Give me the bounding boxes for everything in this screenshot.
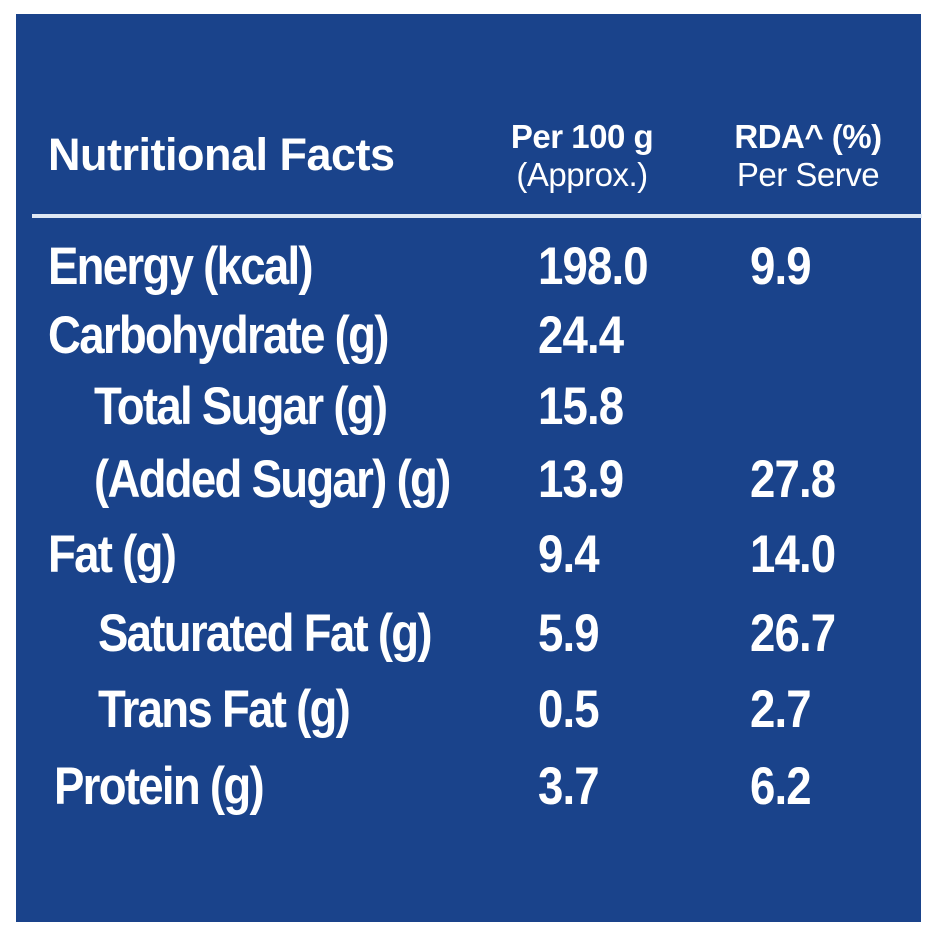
row-per100g-carbohydrate: 24.4: [538, 306, 624, 365]
row-label-saturated-fat: Saturated Fat (g): [98, 604, 433, 663]
row-label-added-sugar: (Added Sugar) (g): [94, 450, 451, 509]
column-header-rda-line1: RDA^ (%): [734, 118, 882, 155]
header-divider: [32, 214, 922, 218]
row-per100g-total-sugar: 15.8: [538, 377, 624, 436]
column-header-rda: RDA^ (%) Per Serve: [708, 118, 908, 194]
row-label-energy: Energy (kcal): [48, 237, 314, 296]
column-header-per-100g-line1: Per 100 g: [510, 118, 654, 155]
row-label-trans-fat: Trans Fat (g): [98, 680, 351, 739]
row-rda-fat: 14.0: [750, 525, 836, 584]
nutrition-panel: Nutritional Facts Per 100 g (Approx.) RD…: [16, 14, 922, 922]
row-label-fat: Fat (g): [48, 525, 177, 584]
row-rda-added-sugar: 27.8: [750, 450, 836, 509]
row-rda-saturated-fat: 26.7: [750, 604, 836, 663]
panel-title: Nutritional Facts: [48, 129, 395, 180]
row-label-carbohydrate: Carbohydrate (g): [48, 306, 389, 365]
row-label-total-sugar: Total Sugar (g): [94, 377, 388, 436]
row-per100g-added-sugar: 13.9: [538, 450, 624, 509]
row-per100g-fat: 9.4: [538, 525, 600, 584]
row-rda-protein: 6.2: [750, 757, 812, 816]
row-rda-trans-fat: 2.7: [750, 680, 812, 739]
row-per100g-trans-fat: 0.5: [538, 680, 600, 739]
row-per100g-saturated-fat: 5.9: [538, 604, 600, 663]
row-label-protein: Protein (g): [54, 757, 265, 816]
column-header-rda-line2: Per Serve: [736, 156, 880, 193]
row-per100g-protein: 3.7: [538, 757, 600, 816]
row-per100g-energy: 198.0: [538, 237, 649, 296]
row-rda-energy: 9.9: [750, 237, 812, 296]
column-header-per-100g-line2: (Approx.): [516, 156, 648, 193]
column-header-per-100g: Per 100 g (Approx.): [502, 118, 662, 194]
